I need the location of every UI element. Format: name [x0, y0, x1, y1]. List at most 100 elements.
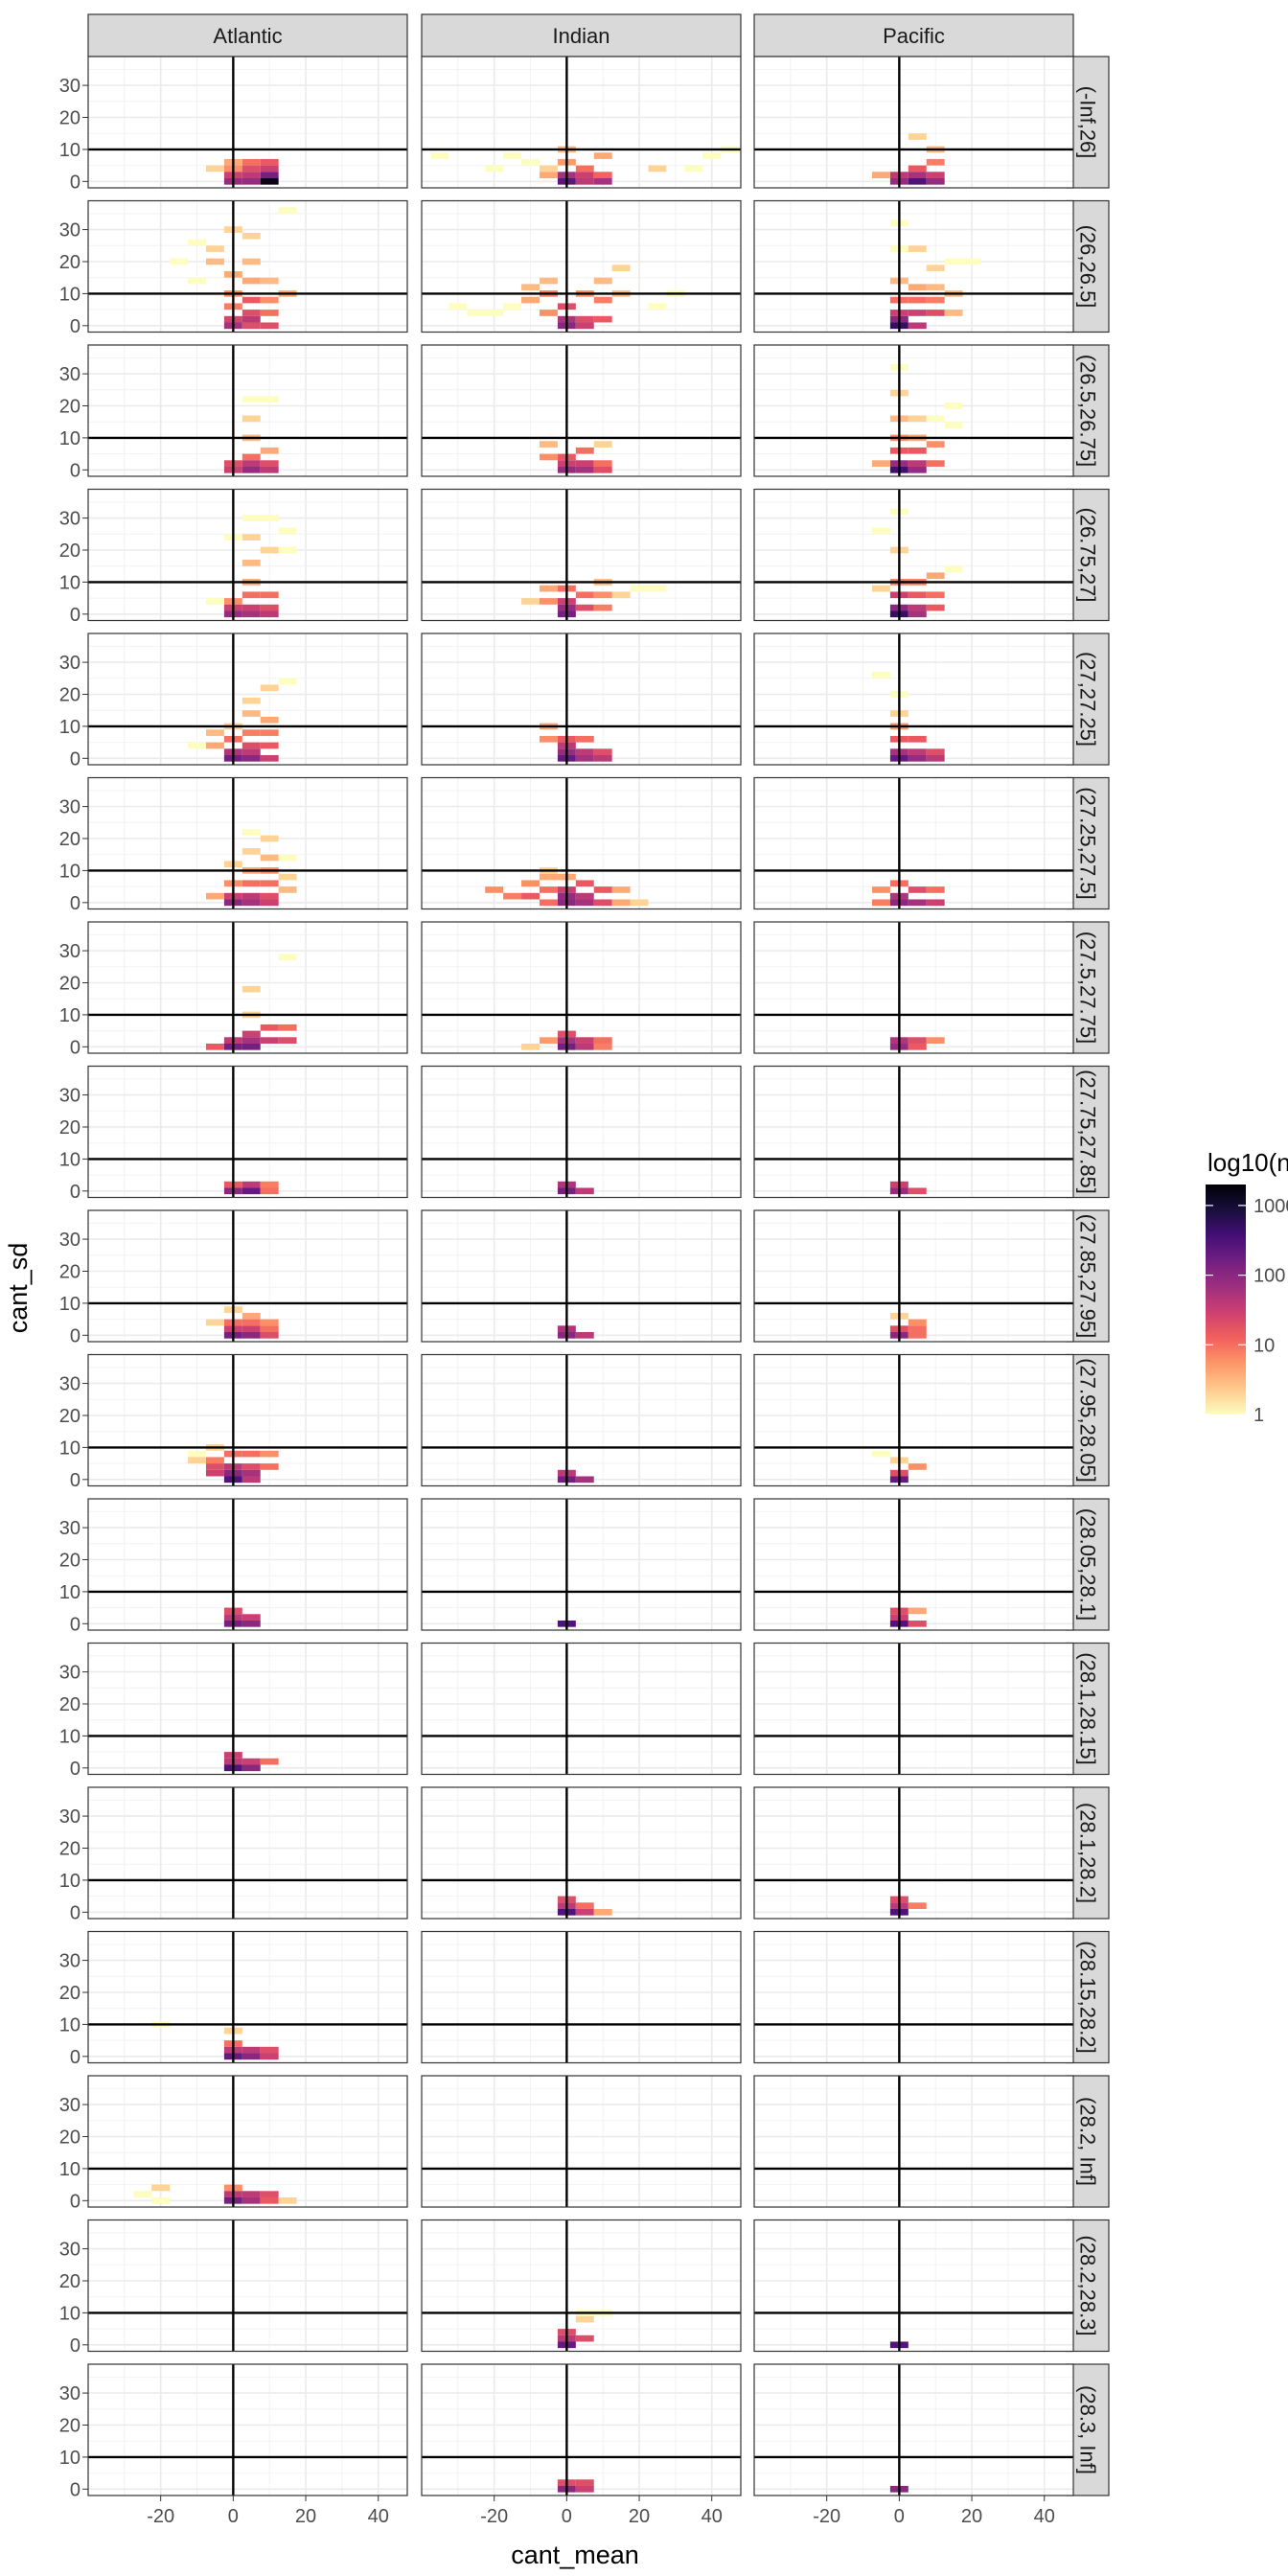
heatmap-tile	[926, 460, 945, 467]
heatmap-tile	[242, 1319, 261, 1326]
panel-background	[754, 1931, 1073, 2063]
panel-border	[87, 199, 408, 334]
panel-background	[754, 2220, 1073, 2352]
heatmap-tile	[926, 264, 945, 272]
heatmap-tile	[242, 610, 261, 618]
x-tick-label: 0	[228, 2506, 239, 2527]
heatmap-tile	[242, 1758, 261, 1765]
heatmap-tile	[944, 565, 963, 573]
heatmap-tile	[908, 1463, 927, 1470]
panel-border	[421, 56, 742, 189]
heatmap-tile	[575, 1331, 594, 1339]
row-strip-label: (28.2,28.3]	[1076, 2235, 1100, 2335]
row-strip-label: (27,27.25]	[1076, 652, 1100, 747]
panel-border	[87, 1642, 408, 1776]
y-tick-label: 10	[59, 1438, 80, 1459]
y-tick-label: 30	[59, 364, 80, 385]
heatmap-tile	[593, 441, 612, 448]
heatmap-tile	[593, 899, 612, 907]
panel-background	[422, 922, 741, 1053]
heatmap-tile	[242, 697, 261, 704]
row-strip-label: (26,26.5]	[1076, 225, 1100, 309]
heatmap-tile	[205, 1457, 224, 1464]
heatmap-tile	[242, 232, 261, 240]
y-tick-label: 10	[59, 2303, 80, 2324]
heatmap-tile	[908, 591, 927, 599]
panel-background	[422, 1354, 741, 1486]
heatmap-tile	[188, 742, 206, 749]
row-strip-label: (27.75,27.85]	[1076, 1070, 1100, 1194]
heatmap-tile	[611, 899, 631, 907]
panel-background	[422, 345, 741, 476]
heatmap-tile	[260, 2196, 279, 2204]
y-tick-label: 0	[70, 1037, 80, 1058]
panel-background	[754, 1787, 1073, 1919]
heatmap-tile	[260, 396, 279, 403]
heatmap-tile	[205, 258, 224, 265]
heatmap-tile	[630, 585, 649, 592]
heatmap-tile	[539, 886, 558, 893]
y-tick-label: 20	[59, 1983, 80, 2004]
heatmap-tile	[575, 1037, 594, 1044]
heatmap-tile	[575, 315, 594, 323]
panel-border	[87, 1930, 408, 2064]
panel-background	[422, 2364, 741, 2496]
heatmap-tile	[260, 1187, 279, 1195]
heatmap-tile	[278, 954, 297, 961]
heatmap-tile	[539, 598, 558, 605]
heatmap-tile	[242, 1331, 261, 1339]
panel-background	[88, 1787, 407, 1919]
panel-border	[87, 2219, 408, 2353]
panel-border	[87, 2363, 408, 2496]
heatmap-tile	[260, 684, 279, 692]
row-strip-label: (27.95,28.05]	[1076, 1358, 1100, 1483]
heatmap-tile	[260, 610, 279, 618]
heatmap-tile	[242, 534, 261, 540]
heatmap-tile	[242, 748, 261, 755]
y-tick-label: 20	[59, 1838, 80, 1859]
heatmap-tile	[871, 899, 890, 907]
heatmap-tile	[278, 854, 297, 862]
heatmap-tile	[908, 177, 927, 185]
heatmap-tile	[539, 172, 558, 178]
panel-background	[88, 1066, 407, 1198]
heatmap-tile	[260, 2191, 279, 2197]
heatmap-tile	[242, 1764, 261, 1772]
heatmap-tile	[260, 742, 279, 749]
heatmap-tile	[242, 1614, 261, 1621]
heatmap-tile	[926, 415, 945, 423]
heatmap-tile	[242, 1620, 261, 1627]
heatmap-tile	[521, 892, 540, 900]
legend-colorbar	[1206, 1184, 1246, 1414]
heatmap-tile	[242, 560, 261, 566]
heatmap-tile	[684, 165, 703, 172]
x-tick-label: 20	[295, 2506, 316, 2527]
panel-border	[421, 1786, 742, 1920]
heatmap-tile	[242, 310, 261, 316]
heatmap-tile	[242, 315, 261, 323]
panel-background	[422, 1931, 741, 2063]
heatmap-tile	[242, 1037, 261, 1044]
heatmap-tile	[260, 1325, 279, 1332]
heatmap-tile	[908, 1325, 927, 1332]
heatmap-tile	[908, 322, 927, 330]
heatmap-tile	[260, 296, 279, 304]
y-tick-label: 20	[59, 684, 80, 705]
panel-border	[753, 1065, 1074, 1199]
panel-border	[421, 2363, 742, 2496]
heatmap-tile	[521, 284, 540, 291]
panel-border	[753, 56, 1074, 189]
y-tick-label: 0	[70, 460, 80, 481]
heatmap-tile	[260, 899, 279, 907]
heatmap-tile	[242, 177, 261, 185]
heatmap-tile	[521, 880, 540, 887]
y-tick-label: 0	[70, 1470, 80, 1491]
heatmap-tile	[593, 754, 612, 762]
y-tick-label: 30	[59, 1806, 80, 1828]
heatmap-tile	[242, 2191, 261, 2197]
y-tick-label: 0	[70, 893, 80, 914]
heatmap-tile	[593, 604, 612, 611]
heatmap-tile	[575, 2315, 594, 2323]
x-axis-title: cant_mean	[511, 2541, 639, 2569]
y-tick-label: 10	[59, 2448, 80, 2469]
